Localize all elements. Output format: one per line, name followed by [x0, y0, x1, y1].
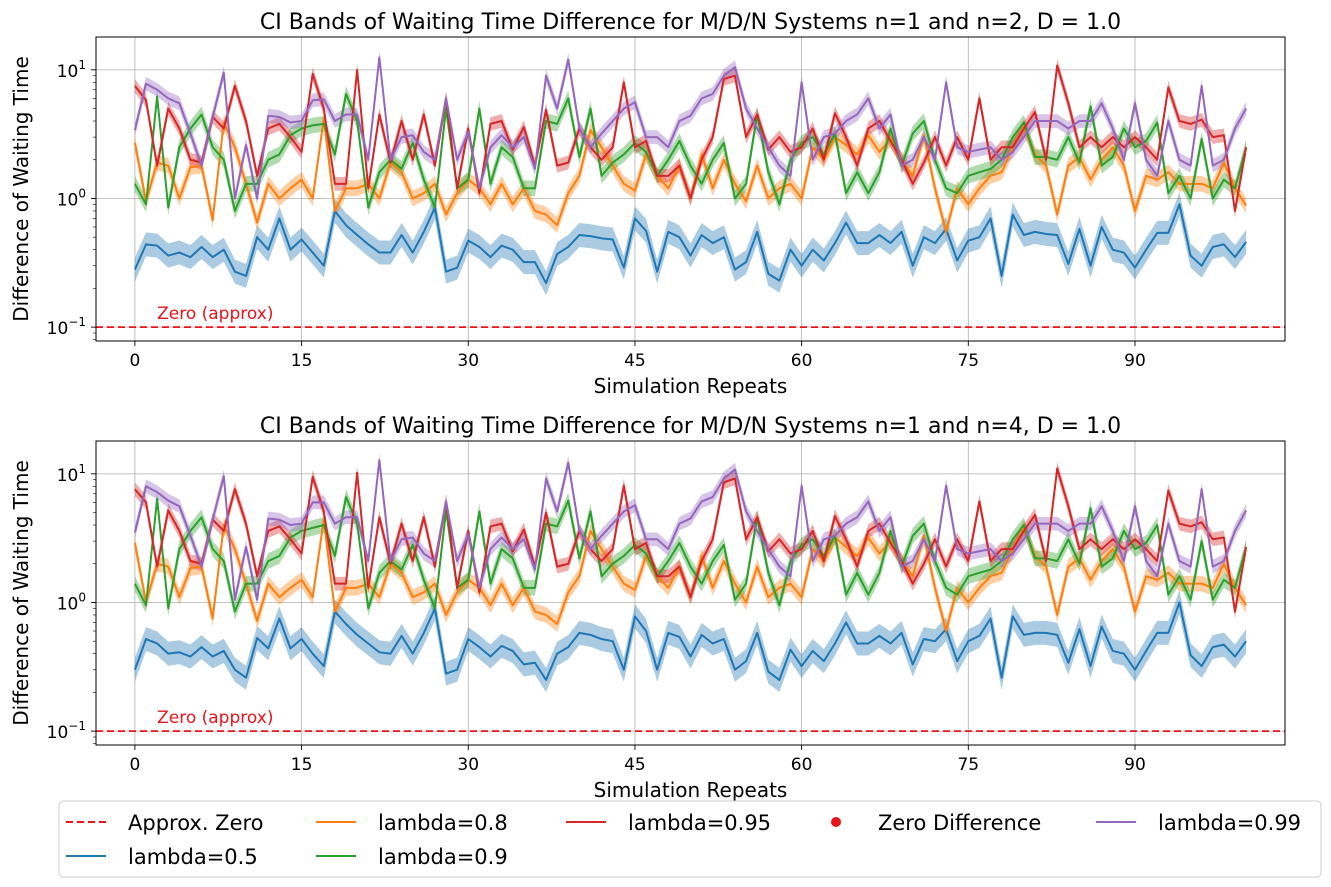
x-tick-label: 0 [129, 351, 140, 371]
series-line-lambda=0.99 [133, 56, 1247, 200]
y-axis-label: Difference of Waiting Time [9, 56, 33, 321]
legend-entry-lambda=0.5: lambda=0.5 [66, 845, 258, 869]
series-line-lambda=0.95 [134, 467, 1248, 613]
x-tick-label: 75 [957, 351, 979, 371]
y-tick-label: 101 [57, 462, 86, 486]
series-group [133, 50, 1248, 296]
legend: Approx. Zero lambda=0.5 lambda=0.8 lambda=0… [58, 800, 1322, 878]
chart-2: 0 15 30 45 60 75 90 101 100 10−1 Zero (approx) CI B… [9, 414, 1286, 802]
legend-label: lambda=0.99 [1158, 811, 1301, 835]
ci-band-lambda=0.8 [134, 110, 1247, 240]
x-tick-label: 45 [624, 351, 646, 371]
x-tick-label: 60 [791, 755, 813, 775]
chart-title: CI Bands of Waiting Time Difference for … [260, 10, 1121, 35]
x-tick-label: 75 [957, 755, 979, 775]
x-tick-label: 90 [1124, 351, 1146, 371]
x-tick-label: 15 [291, 755, 313, 775]
plot-frame [95, 36, 1286, 342]
approx-zero-annotation: Zero (approx) [157, 304, 273, 324]
y-tick-label: 100 [57, 186, 86, 210]
series-line-lambda=0.95 [134, 64, 1248, 212]
legend-entry-Approx. Zero: Approx. Zero [66, 811, 264, 835]
legend-swatch [831, 817, 841, 827]
x-axis-label: Simulation Repeats [594, 374, 788, 398]
x-tick-label: 45 [624, 755, 646, 775]
series-line-lambda=0.99 [133, 459, 1247, 601]
x-tick-label: 15 [291, 351, 313, 371]
legend-entry-lambda=0.99: lambda=0.99 [1096, 811, 1301, 835]
legend-frame [58, 800, 1322, 878]
ci-band-lambda=0.5 [134, 192, 1247, 296]
legend-entry-lambda=0.95: lambda=0.95 [566, 811, 771, 835]
legend-label: lambda=0.8 [378, 811, 508, 835]
approx-zero-annotation: Zero (approx) [157, 708, 273, 728]
y-tick-label: 100 [57, 590, 86, 614]
legend-label: Approx. Zero [128, 811, 264, 835]
legend-label: Zero Difference [878, 811, 1041, 835]
legend-entry-lambda=0.9: lambda=0.9 [316, 845, 508, 869]
x-axis-label: Simulation Repeats [594, 778, 788, 802]
legend-label: lambda=0.5 [128, 845, 258, 869]
plot-frame [95, 440, 1286, 746]
legend-label: lambda=0.95 [628, 811, 771, 835]
x-tick-label: 30 [457, 755, 479, 775]
series-line-lambda=0.9 [134, 92, 1248, 212]
series-line-lambda=0.9 [134, 496, 1248, 613]
ci-band-lambda=0.5 [134, 590, 1247, 692]
y-tick-label: 10−1 [47, 315, 86, 339]
x-tick-label: 0 [129, 755, 140, 775]
x-tick-label: 60 [791, 351, 813, 371]
x-tick-label: 90 [1124, 755, 1146, 775]
series-line-lambda=0.5 [133, 601, 1247, 681]
ci-band-lambda=0.8 [134, 511, 1247, 639]
legend-label: lambda=0.9 [378, 845, 508, 869]
legend-entry-Zero Difference: Zero Difference [831, 811, 1041, 835]
y-axis-label: Difference of Waiting Time [9, 460, 33, 725]
series-line-lambda=0.5 [133, 203, 1247, 285]
y-tick-label: 10−1 [47, 719, 86, 743]
chart-title: CI Bands of Waiting Time Difference for … [260, 414, 1121, 439]
x-axis: 0 15 30 45 60 75 90 [129, 441, 1146, 775]
legend-entry-lambda=0.8: lambda=0.8 [316, 811, 508, 835]
series-group [133, 453, 1248, 692]
chart-1: 0 15 30 45 60 75 90 101 100 10−1 Zero (approx) CI B… [9, 10, 1286, 398]
x-tick-label: 30 [457, 351, 479, 371]
y-tick-label: 101 [57, 58, 86, 82]
